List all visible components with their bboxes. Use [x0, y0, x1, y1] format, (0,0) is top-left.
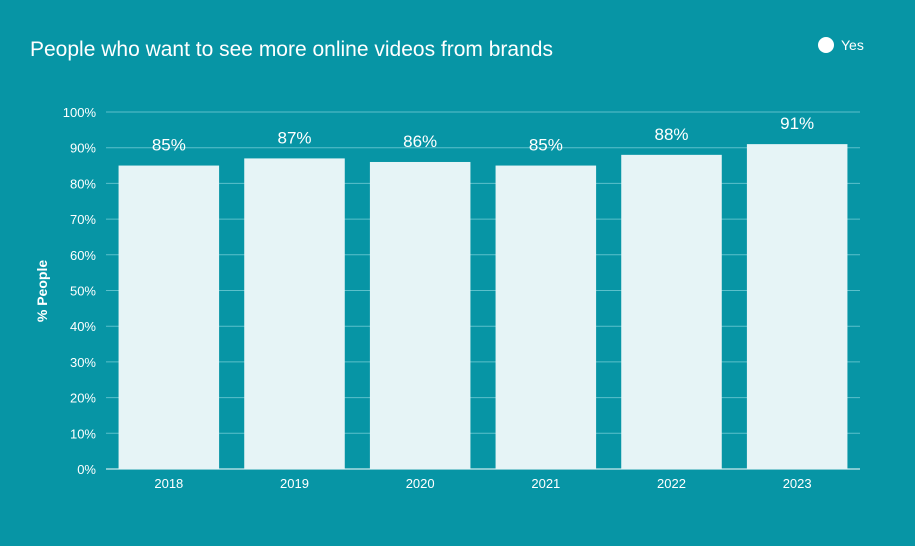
y-axis-ticks: 0% 10% 20% 30% 40% 50% 60% 70% 80% 90% 100%: [63, 105, 97, 477]
y-tick-label: 40%: [70, 319, 96, 334]
y-tick-label: 10%: [70, 426, 96, 441]
data-label-2019: 87%: [277, 128, 311, 147]
bar-2023[interactable]: [746, 144, 848, 469]
gridlines: [106, 111, 860, 470]
y-tick-label: 60%: [70, 248, 96, 263]
y-tick-label: 80%: [70, 176, 96, 191]
x-tick-label: 2018: [154, 476, 183, 491]
legend-label-yes: Yes: [841, 37, 864, 53]
y-tick-label: 90%: [70, 141, 96, 156]
bar-2022[interactable]: [621, 154, 722, 469]
data-label-2022: 88%: [654, 125, 688, 144]
y-tick-label: 30%: [70, 355, 96, 370]
data-label-2018: 85%: [152, 136, 186, 155]
bar-2019[interactable]: [244, 158, 345, 469]
x-tick-label: 2021: [531, 476, 560, 491]
legend[interactable]: Yes: [818, 37, 864, 53]
x-tick-label: 2020: [406, 476, 435, 491]
data-label-2021: 85%: [529, 136, 563, 155]
x-tick-label: 2019: [280, 476, 309, 491]
x-axis-ticks: 2018 2019 2020 2021 2022 2023: [154, 476, 811, 491]
y-tick-label: 70%: [70, 212, 96, 227]
y-axis-label: % People: [34, 260, 50, 322]
y-tick-label: 100%: [63, 105, 97, 120]
data-label-2020: 86%: [403, 132, 437, 151]
x-tick-label: 2023: [783, 476, 812, 491]
bars: [118, 144, 848, 470]
data-label-2023: 91%: [780, 114, 814, 133]
x-tick-label: 2022: [657, 476, 686, 491]
y-tick-label: 20%: [70, 391, 96, 406]
y-tick-label: 50%: [70, 284, 96, 299]
bar-2021[interactable]: [495, 165, 597, 470]
legend-swatch-yes: [818, 37, 834, 53]
data-labels: 85% 87% 86% 85% 88% 91%: [152, 114, 814, 154]
bar-2018[interactable]: [118, 165, 220, 470]
chart-title: People who want to see more online video…: [30, 38, 553, 61]
bar-2020[interactable]: [369, 161, 471, 470]
y-tick-label: 0%: [77, 462, 96, 477]
